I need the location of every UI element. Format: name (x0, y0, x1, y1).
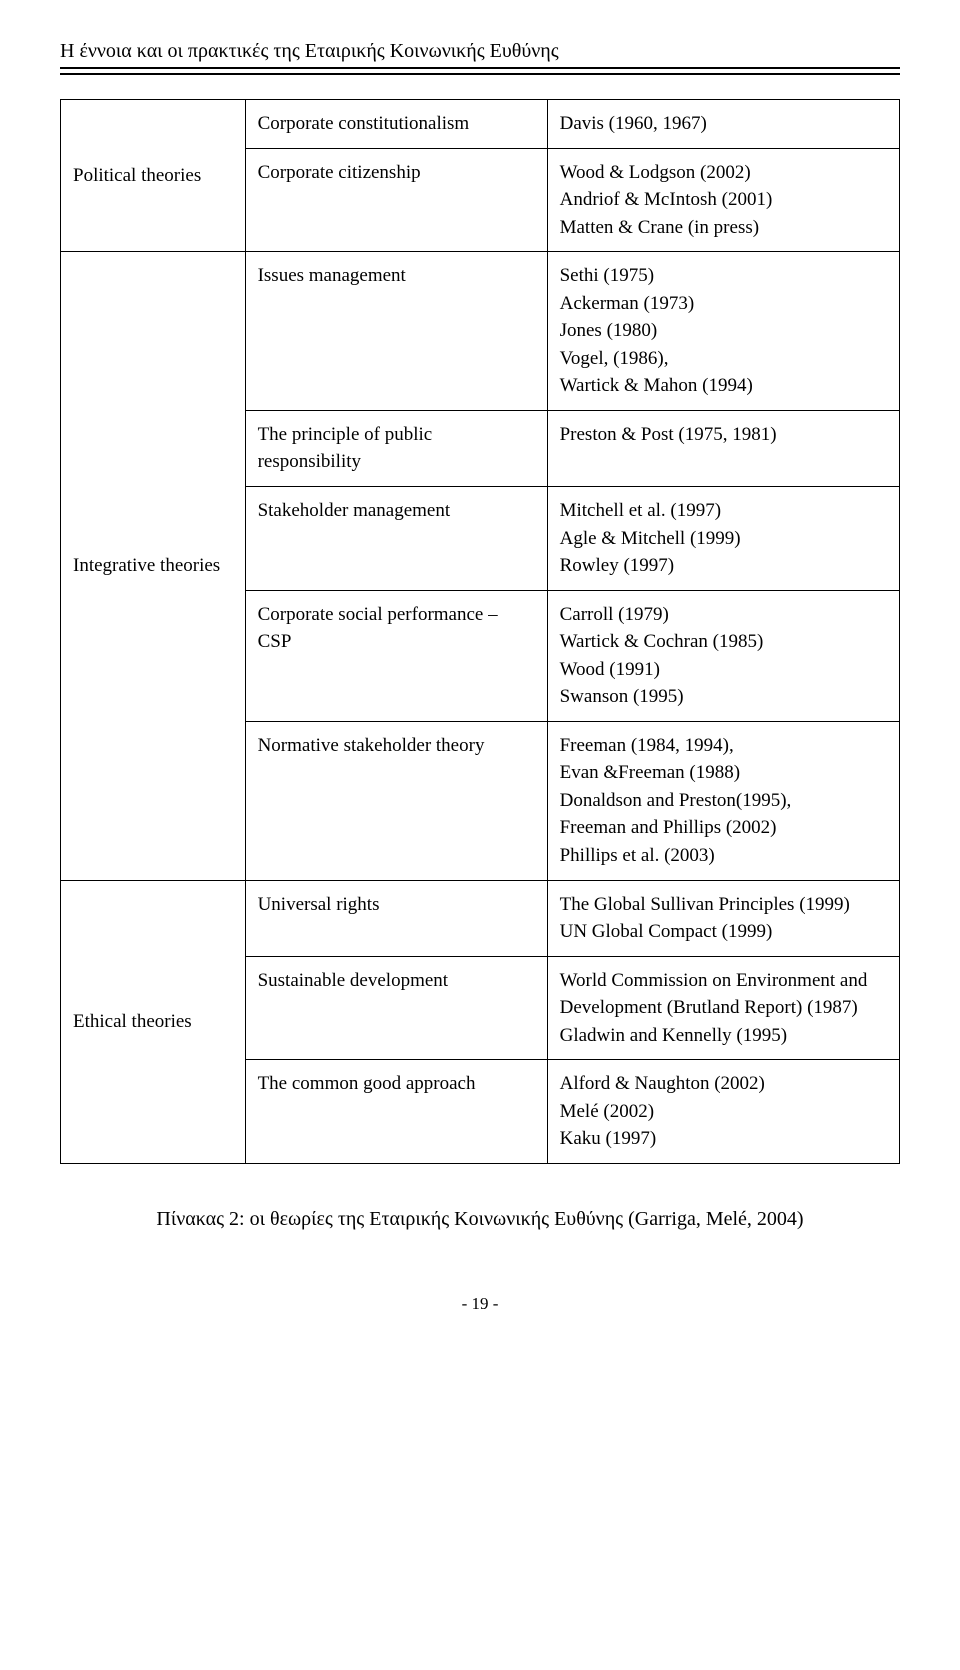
refs-cell: Alford & Naughton (2002)Melé (2002)Kaku … (547, 1060, 899, 1164)
refs-cell: Preston & Post (1975, 1981) (547, 410, 899, 486)
refs-cell: Carroll (1979)Wartick & Cochran (1985)Wo… (547, 590, 899, 721)
approach-cell: Universal rights (245, 880, 547, 956)
approach-cell: Corporate citizenship (245, 148, 547, 252)
approach-cell: The common good approach (245, 1060, 547, 1164)
table-row: Integrative theories Issues management S… (61, 252, 900, 411)
refs-cell: The Global Sullivan Principles (1999)UN … (547, 880, 899, 956)
page-header-title: Η έννοια και οι πρακτικές της Εταιρικής … (60, 40, 900, 63)
approach-cell: Stakeholder management (245, 487, 547, 591)
table-row: Ethical theories Universal rights The Gl… (61, 880, 900, 956)
approach-cell: Normative stakeholder theory (245, 721, 547, 880)
refs-cell: Freeman (1984, 1994),Evan &Freeman (1988… (547, 721, 899, 880)
page-number: - 19 - (60, 1294, 900, 1314)
refs-cell: Mitchell et al. (1997)Agle & Mitchell (1… (547, 487, 899, 591)
approach-cell: Corporate social performance – CSP (245, 590, 547, 721)
refs-cell: Davis (1960, 1967) (547, 100, 899, 149)
approach-cell: The principle of public responsibility (245, 410, 547, 486)
approach-cell: Issues management (245, 252, 547, 411)
table-caption: Πίνακας 2: οι θεωρίες της Εταιρικής Κοιν… (60, 1204, 900, 1234)
refs-cell: Sethi (1975)Ackerman (1973)Jones (1980)V… (547, 252, 899, 411)
approach-cell: Sustainable development (245, 956, 547, 1060)
table-row: Political theories Corporate constitutio… (61, 100, 900, 149)
approach-cell: Corporate constitutionalism (245, 100, 547, 149)
refs-cell: Wood & Lodgson (2002)Andriof & McIntosh … (547, 148, 899, 252)
category-cell: Political theories (61, 100, 246, 252)
refs-cell: World Commission on Environment and Deve… (547, 956, 899, 1060)
theories-table: Political theories Corporate constitutio… (60, 99, 900, 1164)
category-cell: Ethical theories (61, 880, 246, 1163)
header-divider (60, 67, 900, 75)
category-cell: Integrative theories (61, 252, 246, 880)
